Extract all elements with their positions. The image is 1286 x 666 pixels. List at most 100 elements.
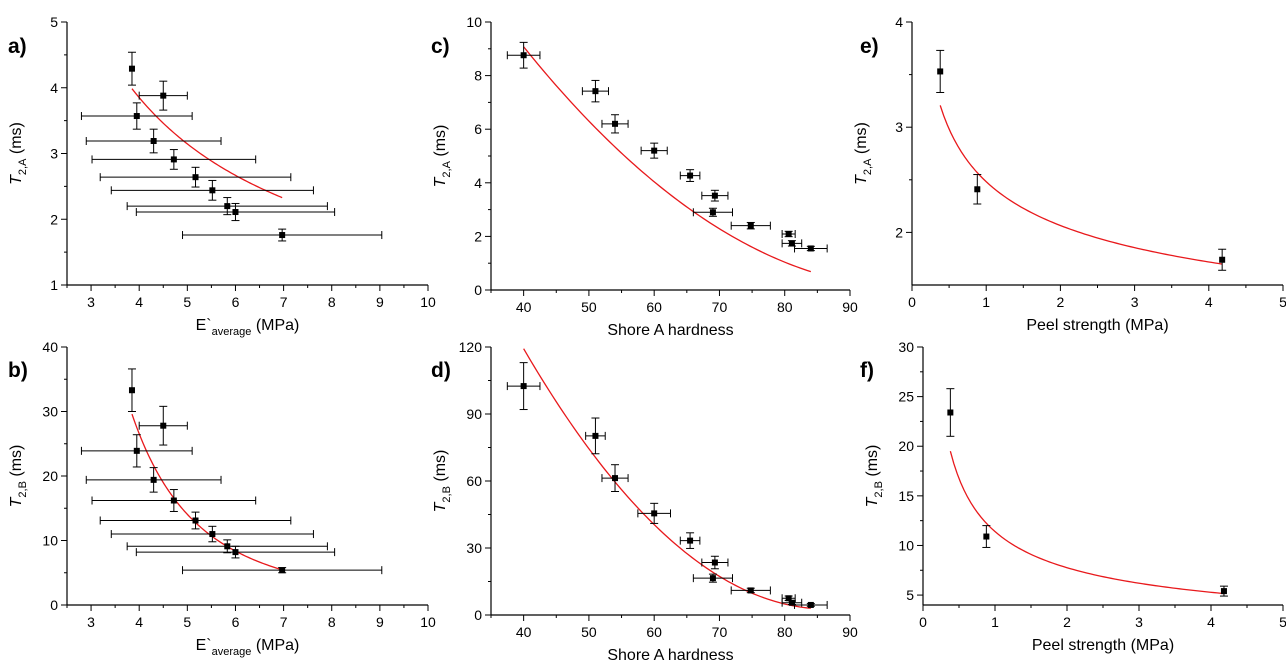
y-tick-label: 5 [50, 14, 58, 30]
square-marker [160, 422, 167, 429]
y-axis-label-sub: 2,B [873, 481, 885, 498]
y-axis-label-sub: 2,A [17, 158, 29, 175]
data-point [135, 545, 336, 559]
x-tick-label: 5 [1279, 614, 1286, 630]
x-axis-label-main: Shore A hardness [607, 647, 733, 664]
y-tick-label: 2 [895, 224, 903, 240]
square-marker [788, 599, 795, 606]
square-marker [1220, 588, 1227, 595]
data-point [138, 405, 188, 446]
y-tick-label: 3 [895, 119, 903, 135]
x-axis-label: Peel strength (MPa) [1032, 637, 1174, 654]
x-tick-label: 5 [183, 294, 191, 310]
y-tick-label: 20 [42, 468, 58, 484]
data-point [794, 244, 828, 253]
data-point [1218, 248, 1227, 271]
square-marker [192, 174, 199, 181]
data-point [936, 49, 945, 93]
x-tick-label: 9 [376, 614, 384, 630]
data-point [601, 114, 629, 134]
fit-curve [939, 105, 1223, 265]
panel-letter: c) [431, 35, 450, 58]
y-axis-label-sub: 2,B [441, 486, 453, 503]
y-tick-label: 5 [906, 587, 914, 603]
y-axis-label-unit: (ms) [864, 445, 881, 481]
x-tick-label: 9 [376, 294, 384, 310]
panel-letter: b) [8, 359, 28, 382]
y-tick-label: 30 [466, 540, 482, 556]
data-point [85, 467, 222, 493]
x-tick-label: 1 [982, 294, 990, 310]
y-axis-label: T2,A (ms) [8, 122, 29, 185]
square-marker [785, 595, 792, 602]
square-marker [974, 186, 981, 193]
y-tick-label: 4 [895, 14, 903, 30]
x-axis-label-unit: (MPa) [251, 317, 299, 334]
x-tick-label: 6 [232, 614, 240, 630]
fit-curve [523, 348, 811, 609]
panel-d: d) 40 50 60 70 80 90 0 30 60 90 120 Shore A hardness… [431, 339, 858, 664]
x-axis-label: E`average (MPa) [196, 637, 300, 658]
y-axis-label-unit: (ms) [8, 445, 25, 481]
square-marker [150, 476, 157, 483]
x-tick-label: 10 [420, 294, 436, 310]
x-axis-label: Shore A hardness [607, 322, 733, 339]
data-point [781, 239, 803, 248]
x-tick-label: 0 [908, 294, 916, 310]
square-marker [747, 222, 754, 229]
square-marker [160, 92, 167, 99]
data-point [182, 228, 383, 242]
x-tick-label: 50 [581, 624, 597, 640]
x-tick-label: 3 [1135, 614, 1143, 630]
y-tick-label: 0 [474, 282, 482, 298]
x-axis-label-main: E` [196, 317, 212, 334]
square-marker [128, 387, 135, 394]
fit-curve [131, 88, 283, 199]
square-marker [612, 475, 619, 482]
x-axis-label: E`average (MPa) [196, 317, 300, 338]
x-tick-label: 7 [280, 614, 288, 630]
y-tick-label: 15 [898, 488, 914, 504]
y-axis-label-sub: 2,B [17, 481, 29, 498]
x-tick-label: 50 [581, 299, 597, 315]
data-point [1219, 585, 1228, 597]
y-axis-label-sub: 2,A [441, 160, 453, 177]
square-marker [170, 497, 177, 504]
y-axis-label: T2,B (ms) [8, 445, 29, 508]
data-point [585, 417, 606, 455]
square-marker [788, 240, 795, 247]
x-tick-label: 6 [232, 294, 240, 310]
data-point [701, 555, 729, 570]
y-axis-label-unit: (ms) [432, 450, 449, 486]
x-axis-label-sub: average [212, 326, 252, 338]
square-marker [150, 138, 157, 145]
x-tick-label: 80 [777, 624, 793, 640]
data-point [126, 197, 328, 216]
square-marker [711, 192, 718, 199]
x-tick-label: 60 [646, 624, 662, 640]
x-axis-label-main: E` [196, 637, 212, 654]
panel-c: c) 40 50 60 70 80 90 0 2 4 6 8 10 Shore A hardness T2,… [431, 14, 858, 339]
data-point [506, 362, 541, 411]
y-axis-label-main: T [8, 174, 25, 185]
data-point [80, 102, 193, 130]
x-tick-label: 70 [712, 624, 728, 640]
y-tick-label: 6 [474, 121, 482, 137]
x-tick-label: 0 [919, 614, 927, 630]
y-tick-label: 120 [459, 339, 483, 355]
x-tick-label: 2 [1057, 294, 1065, 310]
panel-letter: e) [860, 35, 879, 58]
y-tick-label: 90 [466, 406, 482, 422]
square-marker [133, 447, 140, 454]
x-tick-label: 3 [1131, 294, 1139, 310]
square-marker [209, 187, 216, 194]
square-marker [224, 543, 231, 550]
x-axis-label-main: Shore A hardness [607, 322, 733, 339]
x-axis-label-sub: average [212, 646, 252, 658]
square-marker [947, 409, 954, 416]
data-point [99, 511, 292, 530]
y-tick-label: 3 [50, 146, 58, 162]
y-axis-label-main: T [864, 496, 881, 507]
x-tick-label: 3 [87, 294, 95, 310]
x-tick-label: 3 [87, 614, 95, 630]
